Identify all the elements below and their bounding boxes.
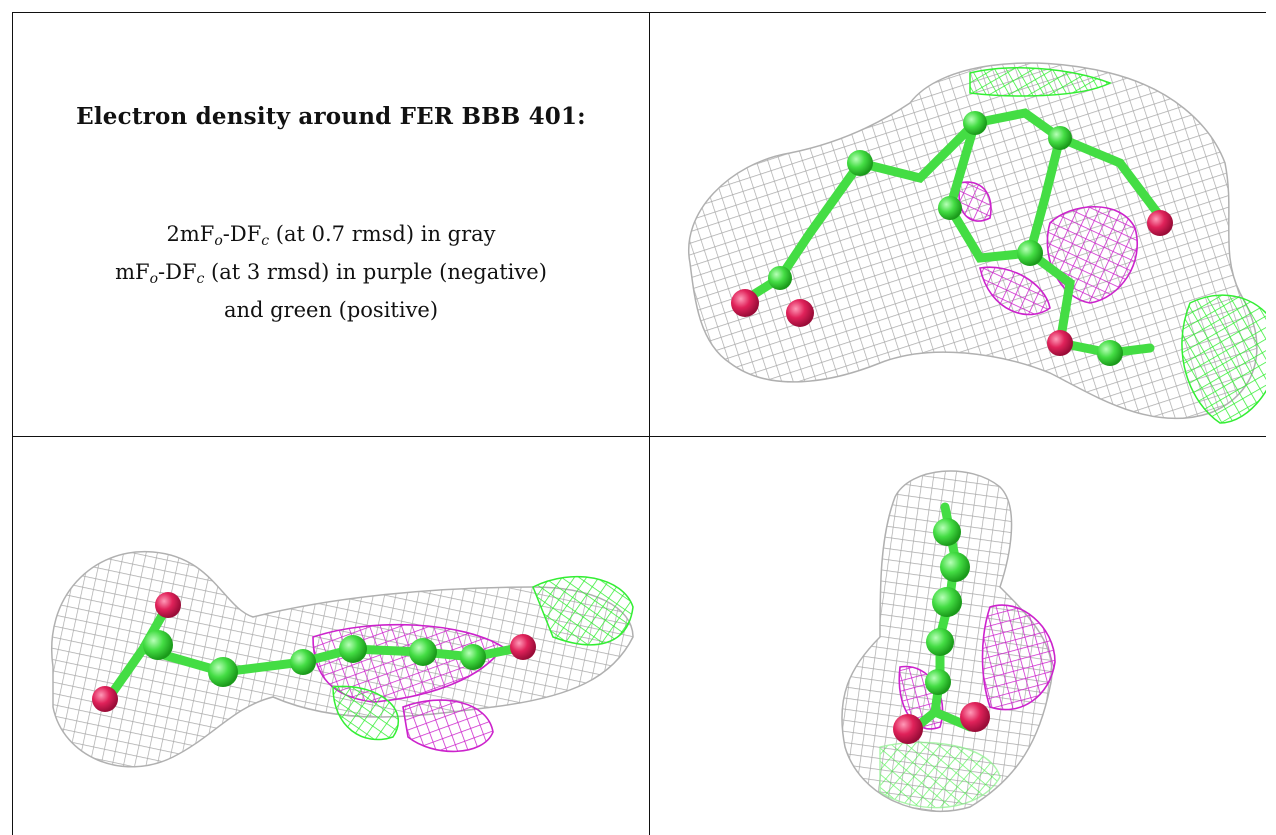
legend-subscript: o [214,233,223,249]
ligand-atoms [92,592,536,712]
green-positive-mesh [879,741,1001,809]
legend-text: -DF [158,260,197,284]
green-positive-mesh [969,67,1112,97]
legend-subscript: o [149,271,159,287]
legend-text: -DF [222,222,262,246]
purple-negative-mesh [402,699,494,753]
density-render-3 [841,470,1056,813]
density-view-top-right [650,13,1266,436]
green-positive-mesh [1181,294,1266,424]
legend-line-fofc: mFo-DFc (at 3 rmsd) in purple (negative) [13,257,649,295]
table-border-top [12,12,1266,13]
green-positive-mesh [532,575,634,646]
table-border-center [649,12,650,835]
figure-table: Electron density around FER BBB 401: 2mF… [12,12,1266,835]
table-border-middle [12,436,1266,437]
legend-line-colors: and green (positive) [223,298,439,322]
density-view-bottom-right [650,437,1266,835]
density-render-1 [688,62,1266,424]
legend-subscript: c [261,233,270,249]
ligand-atoms [731,111,1173,366]
purple-negative-mesh [979,266,1051,316]
density-legend: 2mFo-DFc (at 0.7 rmsd) in gray mFo-DFc (… [13,219,649,326]
green-positive-mesh [332,685,400,741]
legend-subscript: c [196,271,205,287]
legend-text: 2mF [166,222,215,246]
legend-text: mF [115,260,150,284]
density-view-bottom-left [13,437,649,835]
purple-negative-mesh [981,604,1056,711]
legend-line-2fofc: 2mFo-DFc (at 0.7 rmsd) in gray [13,219,649,257]
ligand-atoms [893,518,990,744]
figure-title: Electron density around FER BBB 401: [76,103,586,130]
caption-cell: Electron density around FER BBB 401: 2mF… [13,13,649,436]
legend-text: (at 3 rmsd) in purple (negative) [204,260,547,284]
density-render-2 [51,550,634,768]
legend-text: (at 0.7 rmsd) in gray [269,222,496,246]
table-border-left [12,12,13,835]
